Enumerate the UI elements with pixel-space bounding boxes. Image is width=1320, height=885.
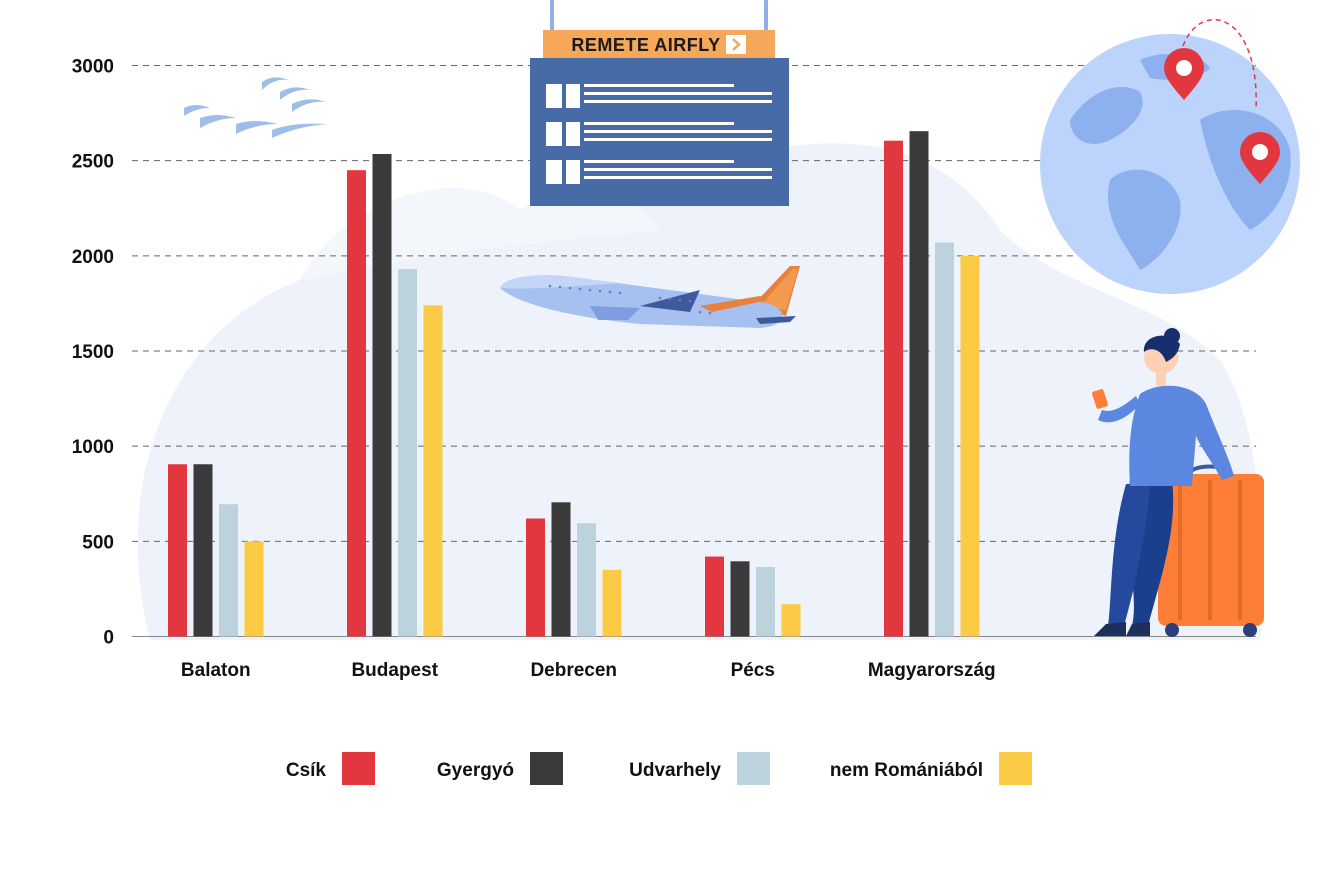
x-category-label: Pécs: [731, 660, 775, 681]
bar: [193, 464, 213, 637]
x-category-label: Balaton: [181, 660, 251, 681]
bar: [577, 523, 596, 637]
bar: [219, 504, 238, 637]
legend-swatch: [737, 752, 770, 785]
bars: [168, 131, 980, 637]
bar: [756, 567, 775, 637]
y-tick-label: 500: [82, 532, 114, 553]
board-title: REMETE AIRFLY: [571, 35, 720, 55]
y-tick-label: 0: [103, 628, 114, 649]
legend-label: Csík: [286, 760, 327, 781]
suitcase-icon: [1158, 464, 1264, 637]
y-tick-label: 3000: [72, 57, 114, 78]
bar: [244, 541, 264, 637]
y-tick-label: 1000: [72, 437, 114, 458]
legend: Csík Gyergyó Udvarhely nem Romániából: [286, 752, 1032, 785]
x-axis-category-labels: Balaton Budapest Debrecen Pécs Magyarország: [181, 660, 996, 681]
legend-swatch: [530, 752, 563, 785]
y-tick-label: 1500: [72, 342, 114, 363]
location-pin-icon: [1240, 132, 1280, 184]
legend-label: nem Romániából: [830, 760, 983, 781]
airplane-icon: [500, 266, 800, 328]
bar: [781, 604, 801, 637]
bar: [909, 131, 929, 637]
bar: [884, 140, 903, 637]
board-arrow-icon: [726, 35, 746, 54]
bar: [551, 502, 571, 637]
departure-board-icon: REMETE AIRFLY: [530, 0, 789, 206]
bar: [372, 154, 392, 637]
legend-swatch: [999, 752, 1032, 785]
bar: [602, 569, 622, 637]
location-pin-icon: [1164, 48, 1204, 100]
bar: [526, 518, 545, 637]
bar: [935, 242, 954, 637]
legend-label: Gyergyó: [437, 760, 514, 781]
bar: [960, 255, 980, 637]
bar: [423, 305, 443, 637]
x-category-label: Magyarország: [868, 660, 996, 681]
y-tick-label: 2500: [72, 152, 114, 173]
x-category-label: Budapest: [351, 660, 438, 681]
bar: [705, 556, 724, 637]
bar: [730, 561, 750, 637]
birds-icon: [184, 77, 328, 138]
bar: [398, 269, 417, 637]
y-tick-label: 2000: [72, 247, 114, 268]
legend-swatch: [342, 752, 375, 785]
y-axis-tick-labels: 0 500 1000 1500 2000 2500 3000: [72, 57, 114, 649]
globe-icon: [1040, 19, 1300, 294]
bar: [168, 464, 187, 637]
legend-label: Udvarhely: [629, 760, 721, 781]
traveler-icon: [1092, 328, 1264, 637]
x-category-label: Debrecen: [530, 660, 617, 681]
bar: [347, 170, 366, 637]
